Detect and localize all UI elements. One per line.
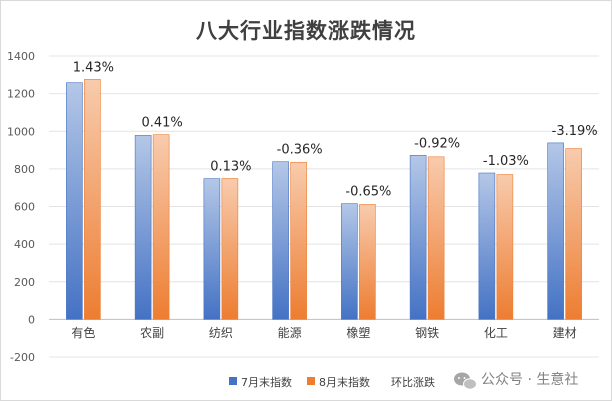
wechat-icon [454, 372, 477, 390]
gridlines [49, 55, 599, 358]
data-labels: 1.43% 0.41% 0.13% -0.36% -0.65% -0.92% -1.03% -… [73, 60, 598, 199]
legend-label-august: 8月末指数 [319, 375, 370, 389]
x-axis: 有色 农副 纺织 能源 橡塑 钢铁 化工 建材 [71, 325, 576, 340]
bar-august-3 [290, 161, 307, 320]
y-tick-label: 1200 [7, 88, 35, 101]
y-tick-label: -200 [10, 351, 35, 364]
legend-label-mom-change: 环比涨跌 [391, 375, 435, 389]
x-tick-label: 化工 [484, 326, 508, 340]
bar-july-3 [272, 161, 289, 320]
bar-august-1 [152, 134, 170, 320]
mom-change-label: -0.36% [277, 143, 323, 158]
bar-august-7 [565, 148, 582, 320]
bar-august-0 [84, 79, 101, 320]
mom-change-label: -1.03% [483, 154, 529, 169]
y-tick-label: 1000 [7, 125, 35, 138]
bar-august-2 [221, 178, 239, 320]
bar-august-6 [496, 174, 514, 320]
x-tick-label: 能源 [278, 326, 302, 340]
bar-july-6 [478, 172, 496, 320]
bar-july-5 [409, 155, 427, 320]
watermark-text: 公众号 · 生意社 [481, 371, 578, 388]
mom-change-label: -3.19% [552, 124, 598, 139]
bar-august-5 [427, 156, 445, 320]
mom-change-label: -0.92% [414, 136, 460, 151]
bar-july-1 [134, 135, 152, 320]
bar-august-4 [359, 204, 376, 320]
mom-change-label: -0.65% [345, 185, 391, 200]
mom-change-label: 0.41% [141, 116, 182, 131]
x-tick-label: 建材 [553, 326, 577, 340]
bar-july-7 [547, 142, 564, 320]
bar-july-0 [66, 82, 83, 320]
x-tick-label: 农副 [140, 326, 164, 340]
y-tick-label: 0 [28, 313, 35, 326]
y-tick-label: 400 [14, 238, 35, 251]
y-tick-label: 600 [14, 201, 35, 214]
y-tick-label: 800 [14, 163, 35, 176]
y-tick-label: 200 [14, 276, 35, 289]
bars [66, 79, 582, 320]
legend-label-july: 7月末指数 [241, 375, 292, 389]
mom-change-label: 1.43% [73, 60, 114, 75]
legend: 7月末指数 8月末指数 环比涨跌 [229, 375, 435, 389]
mom-change-label: 0.13% [210, 159, 251, 174]
watermark: 公众号 · 生意社 [454, 371, 578, 390]
legend-swatch-july [229, 377, 237, 385]
x-tick-label: 纺织 [209, 326, 233, 340]
chart-title: 八大行业指数涨跌情况 [196, 18, 416, 43]
x-tick-label: 橡塑 [346, 325, 370, 340]
bar-july-2 [203, 178, 221, 320]
x-tick-label: 钢铁 [415, 326, 439, 340]
x-tick-label: 有色 [71, 326, 95, 340]
y-axis: 1400 1200 1000 800 600 400 200 0 -200 [7, 50, 35, 364]
bar-july-4 [341, 203, 358, 320]
legend-swatch-august [307, 377, 315, 385]
y-tick-label: 1400 [7, 50, 35, 63]
